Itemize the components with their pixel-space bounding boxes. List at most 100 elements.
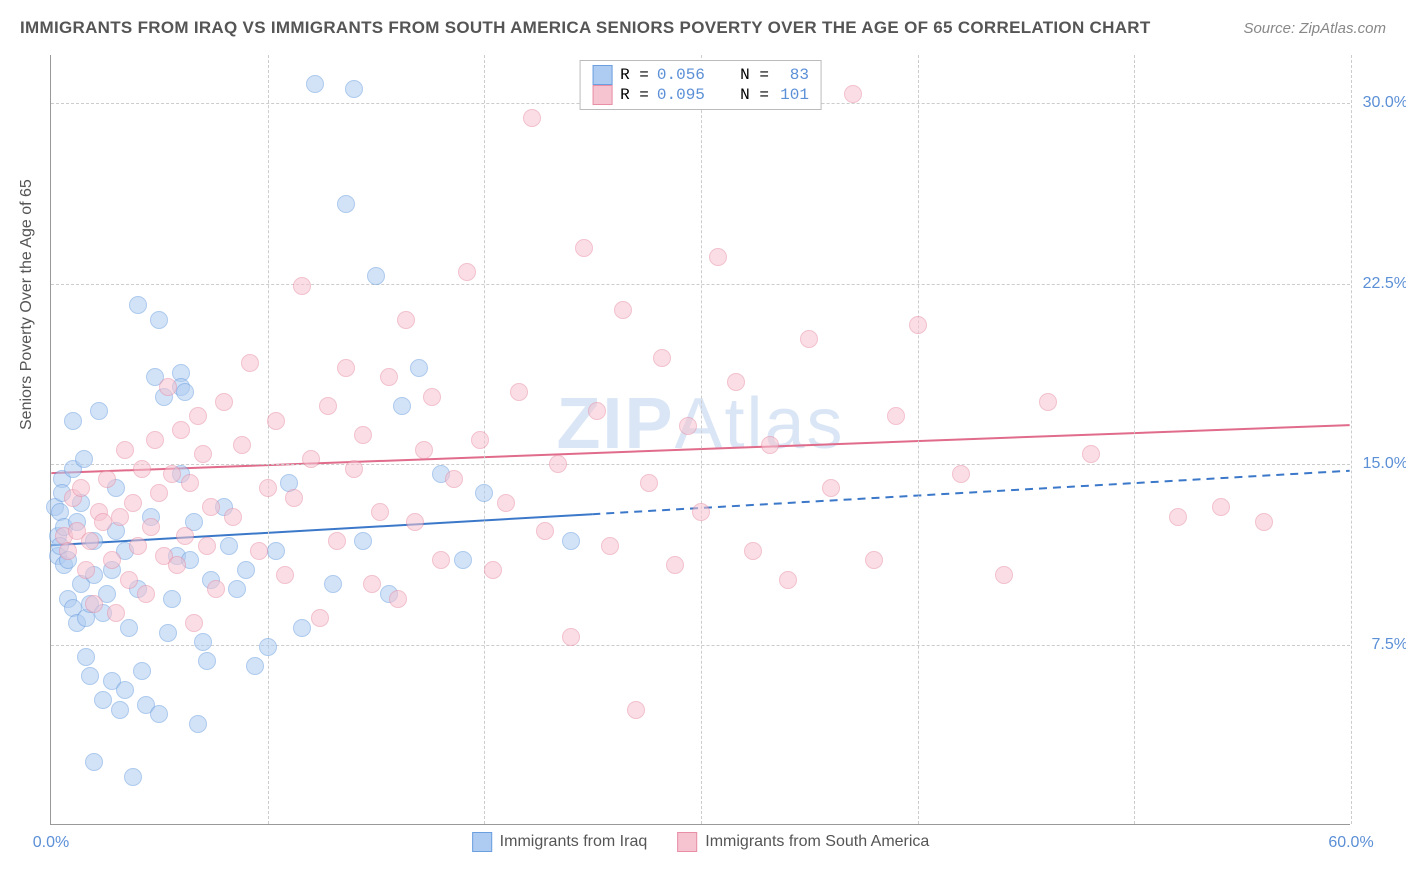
scatter-point [1255,513,1273,531]
chart-plot-area: ZIPAtlas R = 0.056 N = 83 R = 0.095 N = … [50,55,1350,825]
scatter-point [319,397,337,415]
scatter-point [523,109,541,127]
scatter-point [995,566,1013,584]
scatter-point [562,628,580,646]
scatter-point [198,652,216,670]
scatter-point [311,609,329,627]
scatter-point [293,277,311,295]
scatter-point [111,701,129,719]
legend-bottom: Immigrants from Iraq Immigrants from Sou… [472,832,930,852]
scatter-point [328,532,346,550]
scatter-point [865,551,883,569]
scatter-point [98,470,116,488]
scatter-point [107,604,125,622]
scatter-point [887,407,905,425]
scatter-point [510,383,528,401]
scatter-point [163,465,181,483]
scatter-point [168,556,186,574]
scatter-point [285,489,303,507]
scatter-point [111,508,129,526]
scatter-point [614,301,632,319]
scatter-point [302,450,320,468]
scatter-point [124,494,142,512]
scatter-point [1212,498,1230,516]
scatter-point [744,542,762,560]
scatter-point [150,705,168,723]
scatter-point [406,513,424,531]
scatter-point [267,542,285,560]
gridline-v [918,55,919,824]
scatter-point [137,585,155,603]
scatter-point [172,421,190,439]
legend-swatch [592,65,612,85]
scatter-point [389,590,407,608]
scatter-point [120,571,138,589]
scatter-point [198,537,216,555]
n-label: N = [740,66,769,84]
legend-swatch [592,85,612,105]
scatter-point [159,624,177,642]
scatter-point [194,633,212,651]
scatter-point [120,619,138,637]
scatter-point [306,75,324,93]
scatter-point [324,575,342,593]
scatter-point [844,85,862,103]
legend-item: Immigrants from South America [677,832,929,852]
scatter-point [72,479,90,497]
scatter-point [77,648,95,666]
scatter-point [562,532,580,550]
scatter-point [727,373,745,391]
x-tick-label: 0.0% [33,834,69,852]
scatter-point [679,417,697,435]
scatter-point [371,503,389,521]
scatter-point [194,445,212,463]
scatter-point [189,715,207,733]
gridline-v [701,55,702,824]
scatter-point [259,479,277,497]
scatter-point [241,354,259,372]
scatter-point [800,330,818,348]
y-tick-label: 30.0% [1363,94,1406,112]
scatter-point [454,551,472,569]
scatter-point [666,556,684,574]
scatter-point [176,527,194,545]
scatter-point [185,614,203,632]
scatter-point [822,479,840,497]
scatter-point [133,662,151,680]
scatter-point [337,359,355,377]
legend-label: Immigrants from Iraq [500,833,648,851]
scatter-point [176,383,194,401]
legend-swatch [677,832,697,852]
scatter-point [129,537,147,555]
scatter-point [267,412,285,430]
scatter-point [397,311,415,329]
legend-label: Immigrants from South America [705,833,929,851]
scatter-point [345,80,363,98]
y-tick-label: 7.5% [1372,636,1406,654]
scatter-point [103,551,121,569]
scatter-point [181,474,199,492]
y-tick-label: 22.5% [1363,275,1406,293]
scatter-point [75,450,93,468]
scatter-point [124,768,142,786]
scatter-point [588,402,606,420]
scatter-point [116,681,134,699]
scatter-point [475,484,493,502]
scatter-point [393,397,411,415]
n-value: 83 [777,66,809,84]
scatter-point [64,412,82,430]
legend-stat-row: R = 0.056 N = 83 [592,65,809,85]
scatter-point [363,575,381,593]
scatter-point [471,431,489,449]
scatter-point [129,296,147,314]
legend-swatch [472,832,492,852]
scatter-point [415,441,433,459]
scatter-point [237,561,255,579]
n-value: 101 [777,86,809,104]
scatter-point [150,311,168,329]
scatter-point [345,460,363,478]
scatter-point [163,590,181,608]
scatter-point [81,667,99,685]
scatter-point [549,455,567,473]
scatter-point [250,542,268,560]
